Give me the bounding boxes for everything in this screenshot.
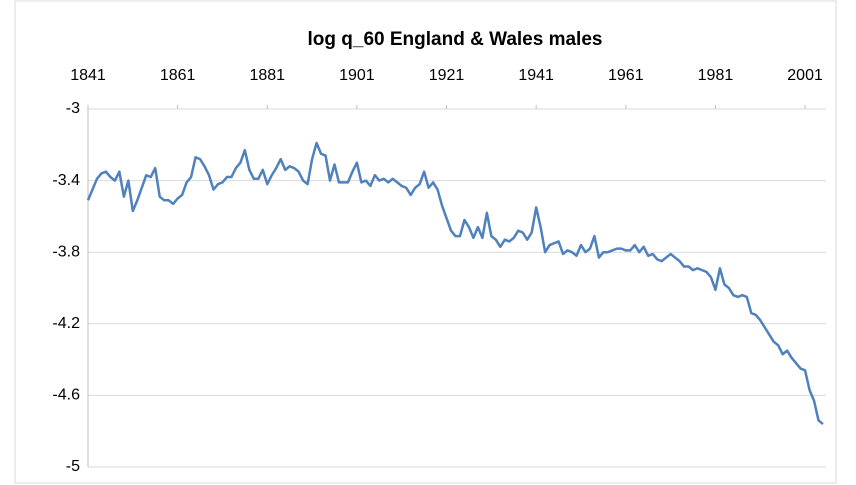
chart-title: log q_60 England & Wales males (308, 29, 603, 50)
y-tick-label: -5 (66, 458, 80, 475)
x-tick-label: 1981 (698, 67, 734, 84)
x-tick-label: 1921 (429, 67, 465, 84)
x-tick-label: 1841 (70, 67, 106, 84)
data-line (86, 141, 824, 426)
y-tick-label: -3 (66, 100, 80, 117)
x-tick-label: 1901 (339, 67, 375, 84)
x-tick-label: 2001 (787, 67, 823, 84)
y-tick-label: -4.6 (52, 387, 80, 404)
x-tick-label: 1961 (608, 67, 644, 84)
x-tick-label: 1861 (160, 67, 196, 84)
y-tick-label: -3.4 (52, 172, 80, 189)
x-tick-label: 1941 (518, 67, 554, 84)
y-tick-label: -3.8 (52, 243, 80, 260)
y-tick-label: -4.2 (52, 315, 80, 332)
x-tick-label: 1881 (249, 67, 285, 84)
chart-frame (14, 0, 837, 484)
